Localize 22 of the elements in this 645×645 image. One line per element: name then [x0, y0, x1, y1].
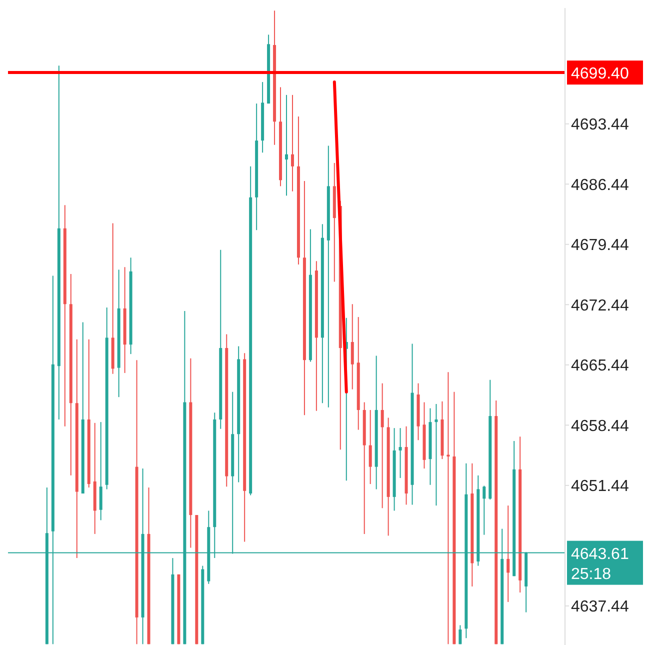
candlestick [506, 505, 510, 602]
candlestick [99, 422, 102, 521]
ref-line-label: 4699.40 [571, 66, 629, 83]
y-tick-label: 4637.44 [571, 598, 629, 616]
candlestick [285, 94, 288, 196]
y-tick-label: 4672.44 [571, 297, 629, 314]
candlestick [380, 382, 384, 509]
y-tick-label: 4693.44 [571, 116, 629, 134]
y-tick-label: 4658.44 [571, 418, 629, 435]
y-tick-label: 4651.44 [571, 478, 629, 496]
y-tick-label: 4679.44 [571, 237, 629, 254]
y-tick-label: 4665.44 [571, 358, 629, 375]
candlestick [398, 428, 402, 479]
candlestick [434, 403, 438, 506]
text: 25:18 [571, 566, 612, 583]
y-tick-label: 4686.44 [571, 176, 629, 194]
candlestick [290, 94, 294, 192]
ref-line-label: 4643.61 [571, 546, 629, 563]
candlestick [458, 624, 462, 645]
candlestick [368, 410, 372, 485]
candlestick [482, 485, 486, 536]
candlestick [350, 304, 354, 390]
